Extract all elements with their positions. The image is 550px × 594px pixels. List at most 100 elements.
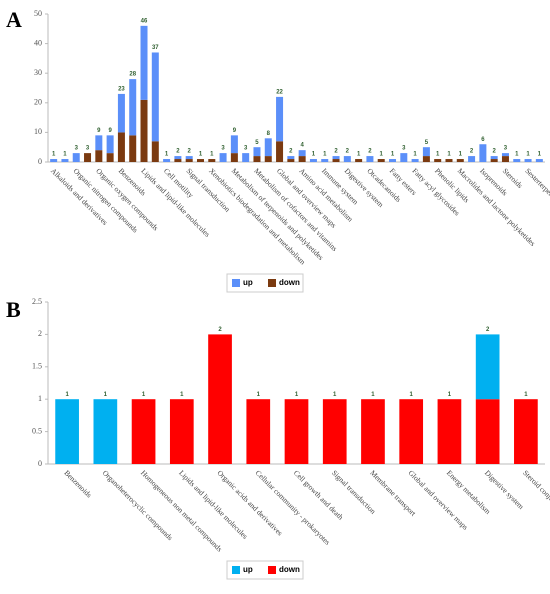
bar-segment — [298, 150, 306, 157]
bar-segment — [185, 159, 193, 162]
bar-segment — [117, 132, 125, 162]
bar-segment — [445, 159, 453, 162]
y-tick-label: 20 — [34, 98, 42, 107]
bar-segment — [55, 399, 79, 464]
total-label: 1 — [410, 392, 414, 398]
total-label: 1 — [391, 152, 395, 158]
bar-segment — [437, 399, 462, 464]
total-label: 2 — [470, 149, 474, 155]
total-label: 9 — [233, 128, 237, 134]
total-label: 2 — [334, 149, 338, 155]
legend-label: down — [279, 565, 300, 574]
total-label: 1 — [357, 152, 361, 158]
bar-segment — [84, 153, 92, 162]
bar-segment — [219, 153, 227, 162]
total-label: 1 — [210, 152, 214, 158]
bar-segment — [208, 159, 216, 162]
x-tick-label: Lipids and lipid-like molecules — [177, 468, 250, 541]
bar-segment — [322, 399, 347, 464]
y-tick-label: 0.5 — [32, 426, 42, 435]
bar-segment — [95, 135, 103, 151]
bar-segment — [287, 156, 295, 160]
bar-segment — [61, 159, 69, 162]
total-label: 3 — [75, 146, 79, 152]
y-tick-label: 0 — [38, 459, 42, 468]
total-label: 3 — [86, 146, 90, 152]
total-label: 5 — [425, 140, 429, 146]
bar-segment — [230, 153, 238, 162]
total-label: 3 — [402, 146, 406, 152]
bar-segment — [264, 156, 272, 162]
bar-segment — [276, 141, 284, 162]
bar-segment — [174, 156, 182, 160]
bar-segment — [246, 399, 271, 464]
bar-segment — [196, 159, 204, 162]
total-label: 8 — [267, 131, 271, 137]
bar-segment — [355, 159, 363, 162]
total-label: 2 — [486, 327, 490, 333]
bar-segment — [501, 156, 509, 162]
bar-segment — [475, 334, 500, 400]
bar-segment — [287, 159, 295, 162]
total-label: 1 — [295, 392, 299, 398]
total-label: 1 — [436, 152, 440, 158]
bar-segment — [422, 156, 430, 162]
total-label: 1 — [380, 152, 384, 158]
x-tick-label: Digestive system — [483, 468, 526, 511]
total-label: 1 — [448, 392, 452, 398]
bar-segment — [475, 399, 500, 464]
legend-swatch — [268, 566, 276, 574]
x-tick-label: Sesterterpenoids — [523, 166, 550, 207]
total-label: 1 — [142, 392, 146, 398]
legend-box — [226, 273, 304, 293]
x-tick-label: Cellular community - prokaryotes — [254, 468, 332, 546]
bar-segment — [129, 135, 137, 162]
y-tick-label: 2.5 — [32, 297, 42, 306]
bar-segment — [163, 159, 171, 162]
bar-segment — [151, 141, 159, 162]
total-label: 4 — [300, 143, 304, 149]
total-label: 28 — [129, 72, 136, 78]
total-label: 9 — [97, 128, 101, 134]
total-label: 23 — [118, 86, 125, 92]
bar-segment — [513, 159, 521, 162]
y-tick-label: 1 — [38, 394, 42, 403]
total-label: 1 — [538, 152, 542, 158]
total-label: 2 — [289, 149, 293, 155]
x-tick-label: Organoheterocyclic compounds — [101, 468, 175, 542]
bar-segment — [524, 159, 532, 162]
bar-segment — [169, 399, 194, 464]
bar-segment — [400, 153, 408, 162]
total-label: 1 — [65, 392, 69, 398]
legend-swatch — [232, 566, 240, 574]
x-tick-label: Steroid conjugates — [521, 468, 550, 514]
legend-label: down — [279, 278, 300, 287]
bar-segment — [242, 153, 250, 162]
bar-segment — [93, 399, 118, 464]
total-label: 1 — [323, 152, 327, 158]
legend-swatch — [268, 279, 276, 287]
bar-segment — [106, 135, 114, 154]
bar-segment — [72, 153, 80, 162]
bar-segment — [276, 96, 284, 142]
legend-label: up — [243, 278, 253, 287]
bar-segment — [332, 159, 340, 162]
total-label: 1 — [165, 152, 169, 158]
bar-segment — [321, 159, 329, 162]
bar-segment — [185, 156, 193, 160]
panel-label: B — [6, 297, 21, 322]
total-label: 2 — [346, 149, 350, 155]
legend-swatch — [232, 279, 240, 287]
bar-segment — [468, 156, 476, 162]
total-label: 1 — [333, 392, 337, 398]
total-label: 3 — [504, 146, 508, 152]
total-label: 1 — [180, 392, 184, 398]
x-tick-label: Metabolism of cofactors and vitamins — [252, 166, 339, 253]
total-label: 1 — [104, 392, 108, 398]
bar-segment — [366, 156, 374, 162]
bar-segment — [230, 135, 238, 154]
bar-segment — [501, 153, 509, 157]
bar-segment — [117, 93, 125, 133]
total-label: 46 — [141, 18, 148, 24]
